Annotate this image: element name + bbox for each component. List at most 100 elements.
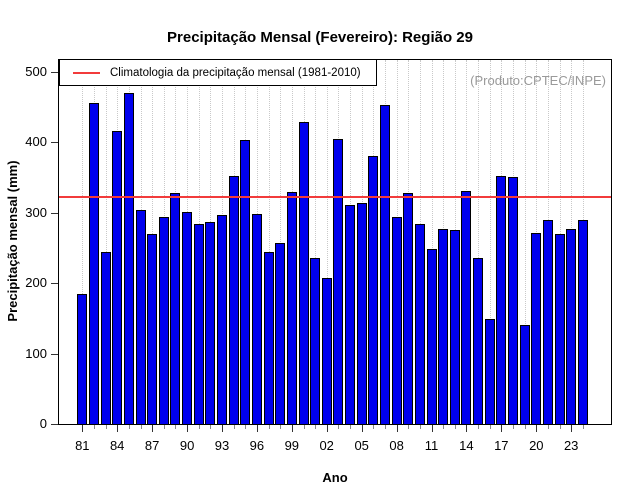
gridline-2002 — [326, 60, 328, 424]
bar-2009 — [403, 193, 414, 424]
bar-1986 — [135, 210, 146, 424]
y-tick-500 — [51, 72, 58, 73]
bar-1985 — [123, 93, 134, 424]
bar-2022 — [554, 234, 565, 424]
x-tick-label-1987: 87 — [144, 438, 160, 453]
bar-1988 — [158, 217, 169, 424]
x-tick-label-2005: 05 — [354, 438, 369, 453]
bar-2006 — [368, 156, 379, 424]
x-tick-2019 — [524, 425, 526, 429]
bar-2002 — [321, 278, 332, 424]
bar-2008 — [391, 217, 402, 424]
bar-1982 — [88, 103, 99, 424]
x-tick-2006 — [373, 425, 375, 429]
bar-2010 — [414, 224, 425, 424]
x-tick-2003 — [338, 425, 340, 429]
bar-2012 — [438, 229, 449, 424]
x-tick-1981 — [82, 425, 84, 432]
x-tick-2004 — [350, 425, 351, 429]
legend: Climatologia da precipitação mensal (198… — [59, 59, 377, 86]
y-tick-label-0: 0 — [39, 416, 47, 431]
x-tick-2002 — [326, 425, 328, 432]
x-tick-2000 — [303, 425, 305, 429]
x-tick-1989 — [175, 425, 177, 429]
bar-2011 — [426, 249, 437, 424]
y-tick-300 — [51, 213, 58, 214]
x-tick-2007 — [384, 425, 386, 429]
x-axis-title: Ano — [322, 470, 348, 485]
x-tick-label-2002: 02 — [319, 438, 334, 453]
x-tick-label-2023: 23 — [563, 438, 579, 453]
bar-1994 — [228, 176, 239, 424]
x-tick-1988 — [163, 425, 165, 429]
x-tick-label-2014: 14 — [459, 438, 474, 453]
bar-1992 — [205, 222, 216, 424]
y-tick-200 — [51, 283, 58, 284]
bar-2023 — [566, 229, 577, 424]
x-tick-1992 — [210, 425, 212, 429]
y-tick-400 — [51, 142, 58, 143]
bar-2013 — [449, 230, 460, 424]
x-tick-2024 — [582, 425, 584, 429]
y-tick-0 — [51, 424, 58, 425]
x-tick-label-1990: 90 — [179, 438, 195, 453]
bar-2007 — [379, 105, 390, 424]
y-tick-label-200: 200 — [25, 275, 47, 290]
chart-title: Precipitação Mensal (Fevereiro): Região … — [167, 29, 473, 46]
gridline-2011 — [431, 60, 433, 424]
bar-2014 — [461, 191, 472, 424]
y-tick-label-500: 500 — [25, 64, 47, 79]
legend-label: Climatologia da precipitação mensal (198… — [110, 66, 361, 79]
x-tick-2015 — [478, 425, 480, 429]
bar-1981 — [77, 294, 88, 424]
x-tick-2012 — [443, 425, 445, 429]
x-tick-2016 — [489, 425, 491, 429]
y-tick-label-100: 100 — [25, 346, 47, 361]
x-tick-1997 — [268, 425, 270, 429]
x-tick-2018 — [513, 425, 514, 429]
x-tick-label-1999: 99 — [284, 438, 300, 453]
bar-1996 — [251, 214, 262, 424]
x-tick-1994 — [233, 425, 235, 429]
x-tick-2022 — [559, 425, 561, 429]
climatology-reference-line — [59, 196, 611, 198]
x-tick-1996 — [256, 425, 258, 432]
x-tick-label-2017: 17 — [494, 438, 509, 453]
gridline-1983 — [105, 60, 107, 424]
gridline-2015 — [478, 60, 480, 424]
bar-2005 — [356, 203, 367, 424]
bar-1987 — [147, 234, 158, 424]
x-tick-2005 — [361, 425, 363, 432]
bar-1998 — [275, 243, 286, 424]
bar-1999 — [286, 192, 297, 424]
x-tick-2001 — [315, 425, 317, 429]
bar-1990 — [182, 212, 193, 424]
x-tick-label-1981: 81 — [75, 438, 90, 453]
x-tick-2011 — [431, 425, 433, 432]
bar-2016 — [484, 319, 495, 424]
x-tick-label-2011: 11 — [424, 438, 439, 453]
x-tick-label-1993: 93 — [214, 438, 230, 453]
x-tick-2021 — [547, 425, 549, 429]
x-tick-1982 — [93, 425, 95, 429]
bar-1997 — [263, 252, 274, 424]
bar-1995 — [240, 140, 251, 424]
bar-2019 — [519, 325, 530, 424]
x-tick-label-2008: 08 — [389, 438, 404, 453]
watermark-product-label: (Produto:CPTEC/INPE) — [470, 73, 606, 88]
climatology-line-swatch — [73, 71, 100, 74]
x-tick-label-1984: 84 — [109, 438, 125, 453]
y-tick-label-300: 300 — [25, 205, 47, 220]
y-axis-title: Precipitação mensal (mm) — [5, 160, 20, 322]
bar-2000 — [298, 122, 309, 424]
gridline-1998 — [280, 60, 282, 424]
x-tick-1990 — [187, 425, 189, 432]
x-tick-1998 — [280, 425, 282, 429]
y-tick-label-400: 400 — [25, 134, 47, 149]
x-tick-2017 — [501, 425, 503, 432]
x-tick-label-1996: 96 — [249, 438, 265, 453]
x-tick-label-2020: 20 — [529, 438, 544, 453]
x-tick-2013 — [454, 425, 456, 429]
bar-2018 — [508, 177, 518, 424]
